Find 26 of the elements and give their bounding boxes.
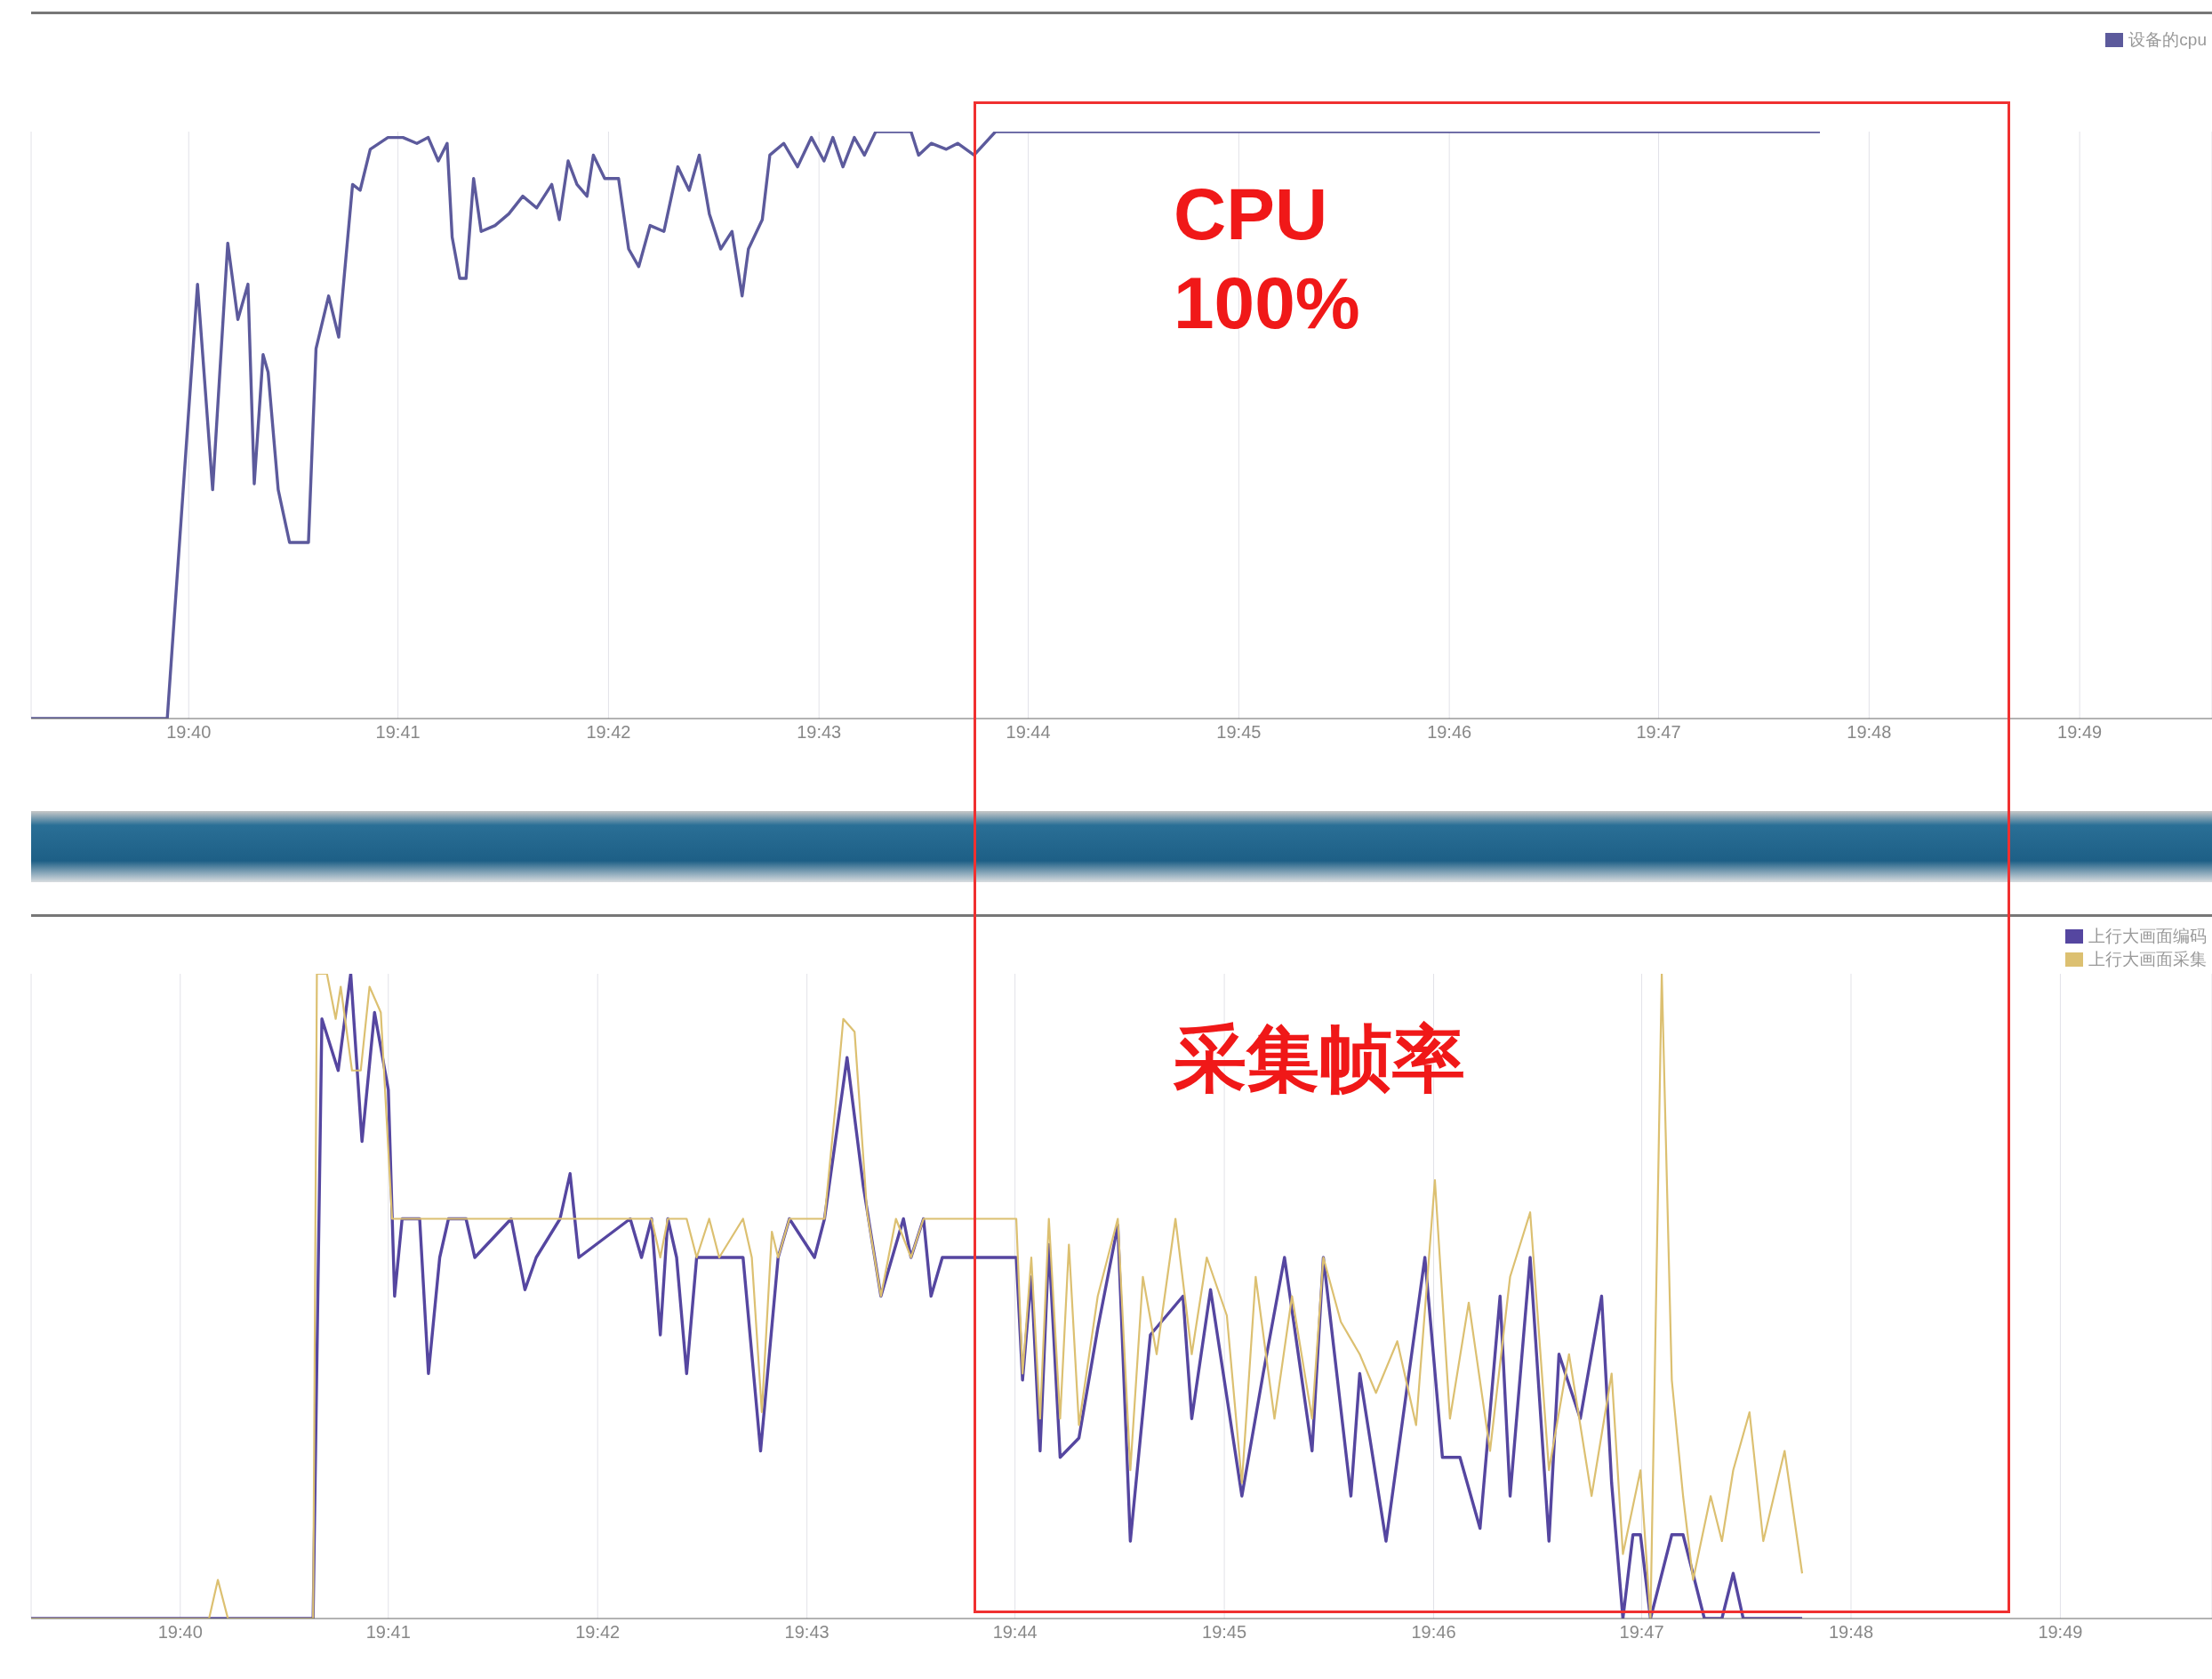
x-tick-label: 19:49 xyxy=(2038,1622,2083,1643)
x-tick-label: 19:48 xyxy=(1847,722,1892,743)
x-tick-label: 19:42 xyxy=(586,722,631,743)
x-tick-label: 19:41 xyxy=(365,1622,411,1643)
x-tick-label: 19:42 xyxy=(575,1622,621,1643)
x-tick-label: 19:44 xyxy=(1006,722,1051,743)
x-tick-label: 19:47 xyxy=(1636,722,1681,743)
annotation: CPU xyxy=(1174,173,1328,254)
x-tick-label: 19:40 xyxy=(166,722,212,743)
x-tick-label: 19:43 xyxy=(797,722,842,743)
legend-label: 上行大画面编码 xyxy=(2088,926,2207,947)
x-tick-label: 19:48 xyxy=(1828,1622,1874,1643)
legend-label: 上行大画面采集 xyxy=(2088,949,2207,970)
annotation: 100% xyxy=(1174,262,1360,343)
x-tick-label: 19:46 xyxy=(1411,1622,1456,1643)
legend-label: 设备的cpu xyxy=(2128,29,2207,51)
x-tick-label: 19:49 xyxy=(2057,722,2103,743)
x-tick-label: 19:41 xyxy=(375,722,421,743)
x-tick-label: 19:44 xyxy=(992,1622,1038,1643)
x-tick-label: 19:46 xyxy=(1427,722,1472,743)
x-tick-label: 19:47 xyxy=(1619,1622,1664,1643)
x-tick-label: 19:45 xyxy=(1202,1622,1247,1643)
annotation: 采集帧率 xyxy=(1174,1018,1465,1099)
x-tick-label: 19:45 xyxy=(1216,722,1262,743)
x-tick-label: 19:40 xyxy=(157,1622,203,1643)
x-tick-label: 19:43 xyxy=(784,1622,830,1643)
